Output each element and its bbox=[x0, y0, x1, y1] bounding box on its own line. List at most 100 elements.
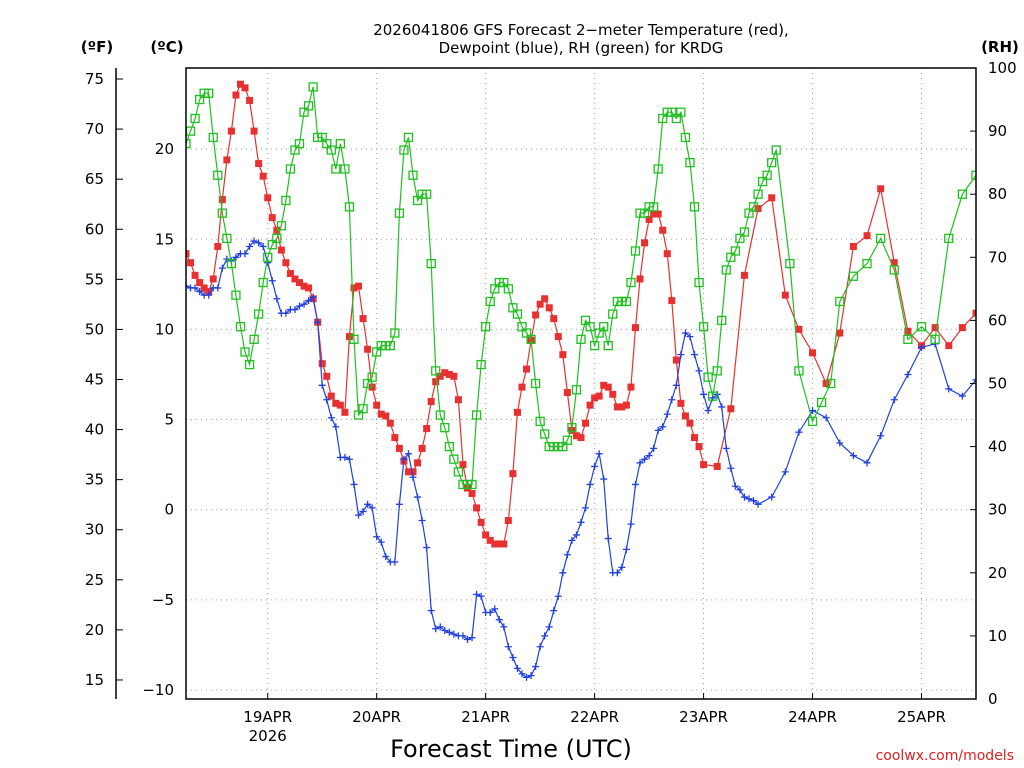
plot-frame bbox=[185, 67, 977, 700]
dewpoint-point bbox=[918, 343, 926, 351]
temperature-point bbox=[409, 468, 417, 476]
rh-tick-label: 70 bbox=[988, 248, 1007, 266]
temperature-point bbox=[545, 304, 553, 312]
temperature-point bbox=[645, 215, 653, 223]
temperature-point bbox=[327, 392, 335, 400]
temperature-series bbox=[186, 80, 976, 548]
temperature-point bbox=[459, 461, 467, 469]
rh-point bbox=[421, 189, 432, 199]
rh-point bbox=[676, 107, 686, 117]
dewpoint-point bbox=[323, 396, 331, 404]
dewpoint-point bbox=[645, 452, 653, 460]
rh-tick-label: 100 bbox=[988, 59, 1017, 77]
dewpoint-point bbox=[527, 672, 535, 680]
dewpoint-point bbox=[559, 569, 567, 577]
dewpoint-point bbox=[427, 607, 435, 615]
rh-point bbox=[285, 164, 296, 174]
temperature-point bbox=[904, 327, 912, 335]
temperature-point bbox=[441, 369, 449, 377]
rh-point bbox=[721, 265, 731, 275]
dewpoint-point bbox=[468, 634, 476, 642]
dewpoint-point bbox=[1013, 322, 1020, 329]
fahrenheit-tick-label: 60 bbox=[85, 220, 104, 238]
fahrenheit-tick-label: 15 bbox=[85, 671, 104, 689]
temperature-point bbox=[618, 403, 626, 411]
dewpoint-point bbox=[631, 480, 639, 488]
rh-point bbox=[653, 164, 663, 174]
temperature-point bbox=[214, 242, 222, 250]
dewpoint-point bbox=[600, 475, 608, 483]
rh-point bbox=[471, 410, 482, 420]
rh-point bbox=[957, 189, 968, 199]
temperature-point bbox=[305, 284, 313, 292]
temperature-point bbox=[209, 275, 217, 283]
dewpoint-point bbox=[459, 632, 467, 640]
rh-point bbox=[971, 170, 976, 180]
rh-point bbox=[467, 479, 477, 490]
dewpoint-point bbox=[636, 459, 644, 467]
rh-point bbox=[603, 340, 613, 351]
temperature-point bbox=[659, 226, 667, 234]
rh-point bbox=[689, 202, 700, 212]
rh-point bbox=[408, 170, 418, 180]
temperature-point bbox=[296, 279, 304, 287]
temperature-point bbox=[572, 432, 580, 440]
dewpoint-point bbox=[554, 592, 562, 600]
temperature-point bbox=[554, 333, 562, 341]
rh-point bbox=[530, 378, 541, 389]
fahrenheit-tick-label: 65 bbox=[85, 170, 104, 188]
temperature-point bbox=[355, 282, 363, 290]
dewpoint-line bbox=[186, 240, 976, 679]
dewpoint-point bbox=[945, 385, 953, 393]
celsius-tick-label: 0 bbox=[164, 501, 174, 519]
rh-point bbox=[272, 233, 282, 244]
rh-point bbox=[826, 378, 836, 389]
dewpoint-point bbox=[205, 291, 213, 299]
dewpoint-point bbox=[718, 403, 726, 411]
dewpoint-point bbox=[495, 616, 503, 624]
rh-point bbox=[944, 233, 954, 244]
rh-point bbox=[263, 252, 273, 262]
temperature-point bbox=[663, 250, 671, 258]
rh-point bbox=[526, 334, 536, 344]
dewpoint-point bbox=[731, 482, 739, 490]
temperature-point bbox=[323, 372, 331, 380]
temperature-point bbox=[423, 425, 431, 433]
temperature-point bbox=[582, 419, 590, 427]
rh-point bbox=[816, 397, 827, 408]
dewpoint-point bbox=[722, 444, 730, 452]
temperature-point bbox=[227, 127, 235, 135]
dewpoint-point bbox=[591, 462, 599, 470]
dewpoint-point bbox=[795, 428, 803, 436]
dewpoint-point bbox=[300, 300, 308, 308]
rh-point bbox=[308, 82, 318, 92]
temperature-point bbox=[259, 172, 267, 180]
dewpoint-point bbox=[395, 500, 403, 508]
temperature-point bbox=[186, 250, 190, 258]
dewpoint-point bbox=[686, 333, 694, 341]
rh-point bbox=[512, 309, 523, 319]
dewpoint-point bbox=[863, 459, 871, 467]
temperature-point bbox=[255, 160, 263, 168]
temperature-point bbox=[187, 259, 195, 267]
temperature-point bbox=[563, 389, 571, 397]
temperature-point bbox=[382, 412, 390, 420]
rh-point bbox=[226, 258, 237, 269]
temperature-point bbox=[277, 246, 285, 254]
temperature-point bbox=[691, 434, 699, 442]
chart-title-line-1: 2026041806 GFS Forecast 2−meter Temperat… bbox=[373, 21, 789, 39]
dewpoint-point bbox=[364, 500, 372, 508]
temperature-point bbox=[627, 383, 635, 391]
rh-point bbox=[767, 157, 777, 168]
temperature-point bbox=[781, 291, 789, 299]
dewpoint-point bbox=[391, 558, 399, 566]
temperature-point bbox=[445, 370, 453, 378]
rh-point bbox=[785, 258, 795, 269]
rh-point bbox=[186, 139, 191, 149]
temperature-point bbox=[318, 360, 326, 368]
x-axis-label: Forecast Time (UTC) bbox=[390, 735, 632, 763]
temperature-point bbox=[713, 462, 721, 470]
dewpoint-point bbox=[768, 493, 776, 501]
rh-point bbox=[862, 258, 872, 269]
dewpoint-point bbox=[604, 535, 612, 543]
